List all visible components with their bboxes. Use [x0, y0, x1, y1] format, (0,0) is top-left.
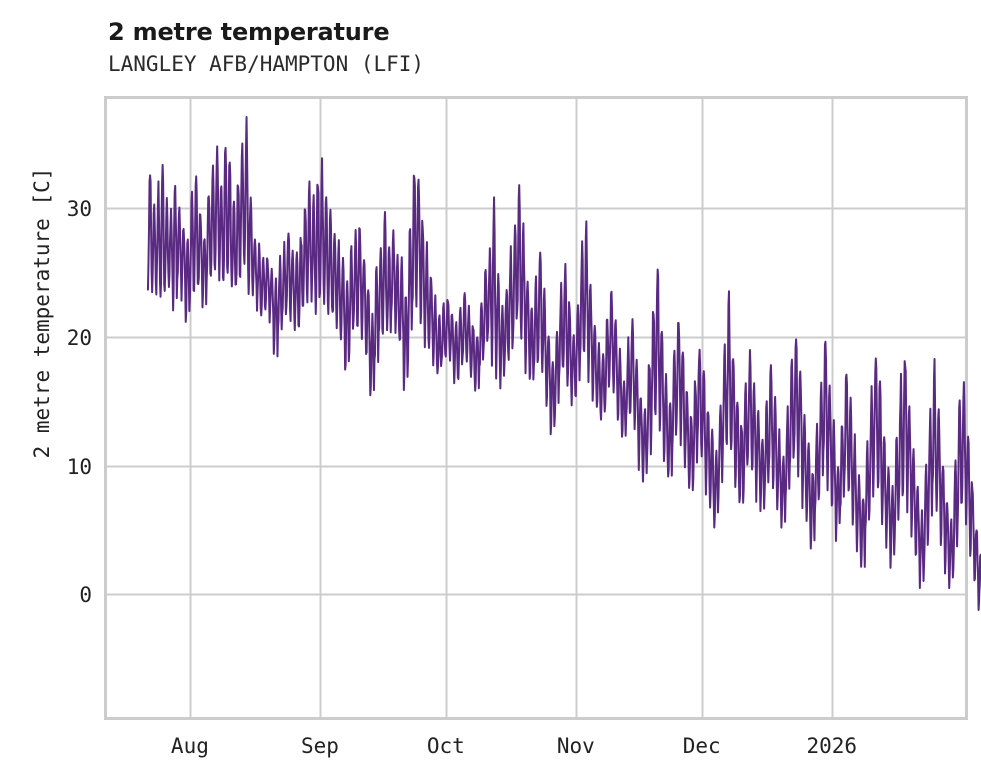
temperature-series-line: [146, 115, 981, 611]
x-axis-tick-label: Nov: [556, 734, 595, 758]
y-axis-tick-text: 30: [66, 196, 92, 221]
chart-subtitle: LANGLEY AFB/HAMPTON (LFI): [108, 52, 425, 76]
y-axis-tick-text: 20: [66, 325, 92, 350]
x-axis-tick-label: Oct: [426, 734, 465, 758]
x-axis-tick-label: 2026: [806, 734, 858, 758]
y-axis-tick-label: 20: [40, 325, 92, 350]
x-axis-tick-label: Aug: [170, 734, 209, 758]
x-axis-tick-label: Sep: [300, 734, 339, 758]
x-axis-tick-label: Dec: [682, 734, 721, 758]
y-axis-tick-label: 30: [40, 196, 92, 221]
plot-border: [104, 96, 968, 720]
y-axis-tick-label: 10: [40, 454, 92, 479]
y-axis-tick-label: 0: [40, 583, 92, 608]
y-axis-tick-text: 10: [66, 454, 92, 479]
y-axis-tick-text: 0: [79, 583, 92, 608]
chart-title: 2 metre temperature: [108, 18, 390, 46]
grid-lines: [106, 98, 966, 717]
series-line-group: [146, 115, 981, 611]
